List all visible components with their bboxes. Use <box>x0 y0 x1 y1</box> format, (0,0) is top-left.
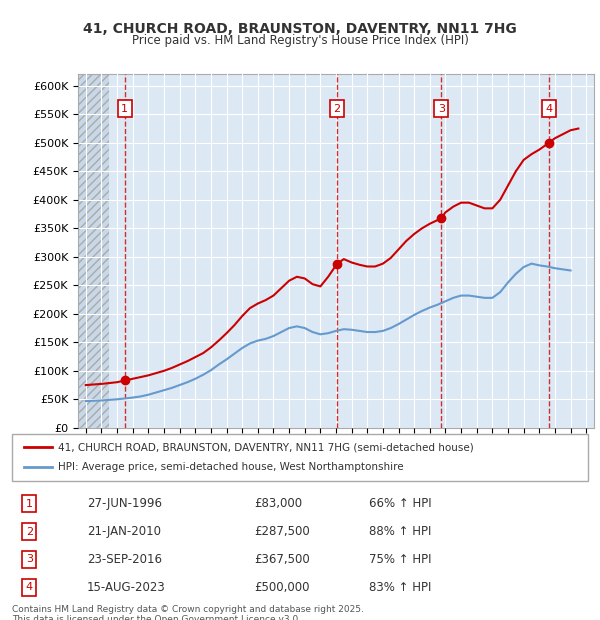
Bar <box>78 74 109 428</box>
Text: 41, CHURCH ROAD, BRAUNSTON, DAVENTRY, NN11 7HG: 41, CHURCH ROAD, BRAUNSTON, DAVENTRY, NN… <box>83 22 517 36</box>
Text: 2: 2 <box>26 526 33 536</box>
Text: 27-JUN-1996: 27-JUN-1996 <box>87 497 162 510</box>
Text: 3: 3 <box>26 554 33 564</box>
Text: 41, CHURCH ROAD, BRAUNSTON, DAVENTRY, NN11 7HG (semi-detached house): 41, CHURCH ROAD, BRAUNSTON, DAVENTRY, NN… <box>58 442 474 452</box>
Text: 1: 1 <box>121 104 128 113</box>
Text: 88% ↑ HPI: 88% ↑ HPI <box>369 525 431 538</box>
Text: £83,000: £83,000 <box>254 497 302 510</box>
Text: 15-AUG-2023: 15-AUG-2023 <box>87 581 166 594</box>
Text: 4: 4 <box>26 582 33 592</box>
Text: 2: 2 <box>334 104 341 113</box>
Text: HPI: Average price, semi-detached house, West Northamptonshire: HPI: Average price, semi-detached house,… <box>58 463 404 472</box>
Text: 66% ↑ HPI: 66% ↑ HPI <box>369 497 432 510</box>
Text: Price paid vs. HM Land Registry's House Price Index (HPI): Price paid vs. HM Land Registry's House … <box>131 34 469 47</box>
Text: £287,500: £287,500 <box>254 525 310 538</box>
Text: Contains HM Land Registry data © Crown copyright and database right 2025.
This d: Contains HM Land Registry data © Crown c… <box>12 604 364 620</box>
Text: 4: 4 <box>545 104 553 113</box>
FancyBboxPatch shape <box>12 434 588 481</box>
Text: 21-JAN-2010: 21-JAN-2010 <box>87 525 161 538</box>
Text: 83% ↑ HPI: 83% ↑ HPI <box>369 581 431 594</box>
Text: 23-SEP-2016: 23-SEP-2016 <box>87 553 162 566</box>
Text: 3: 3 <box>438 104 445 113</box>
Text: £500,000: £500,000 <box>254 581 310 594</box>
Text: £367,500: £367,500 <box>254 553 310 566</box>
Text: 1: 1 <box>26 498 33 508</box>
Text: 75% ↑ HPI: 75% ↑ HPI <box>369 553 431 566</box>
